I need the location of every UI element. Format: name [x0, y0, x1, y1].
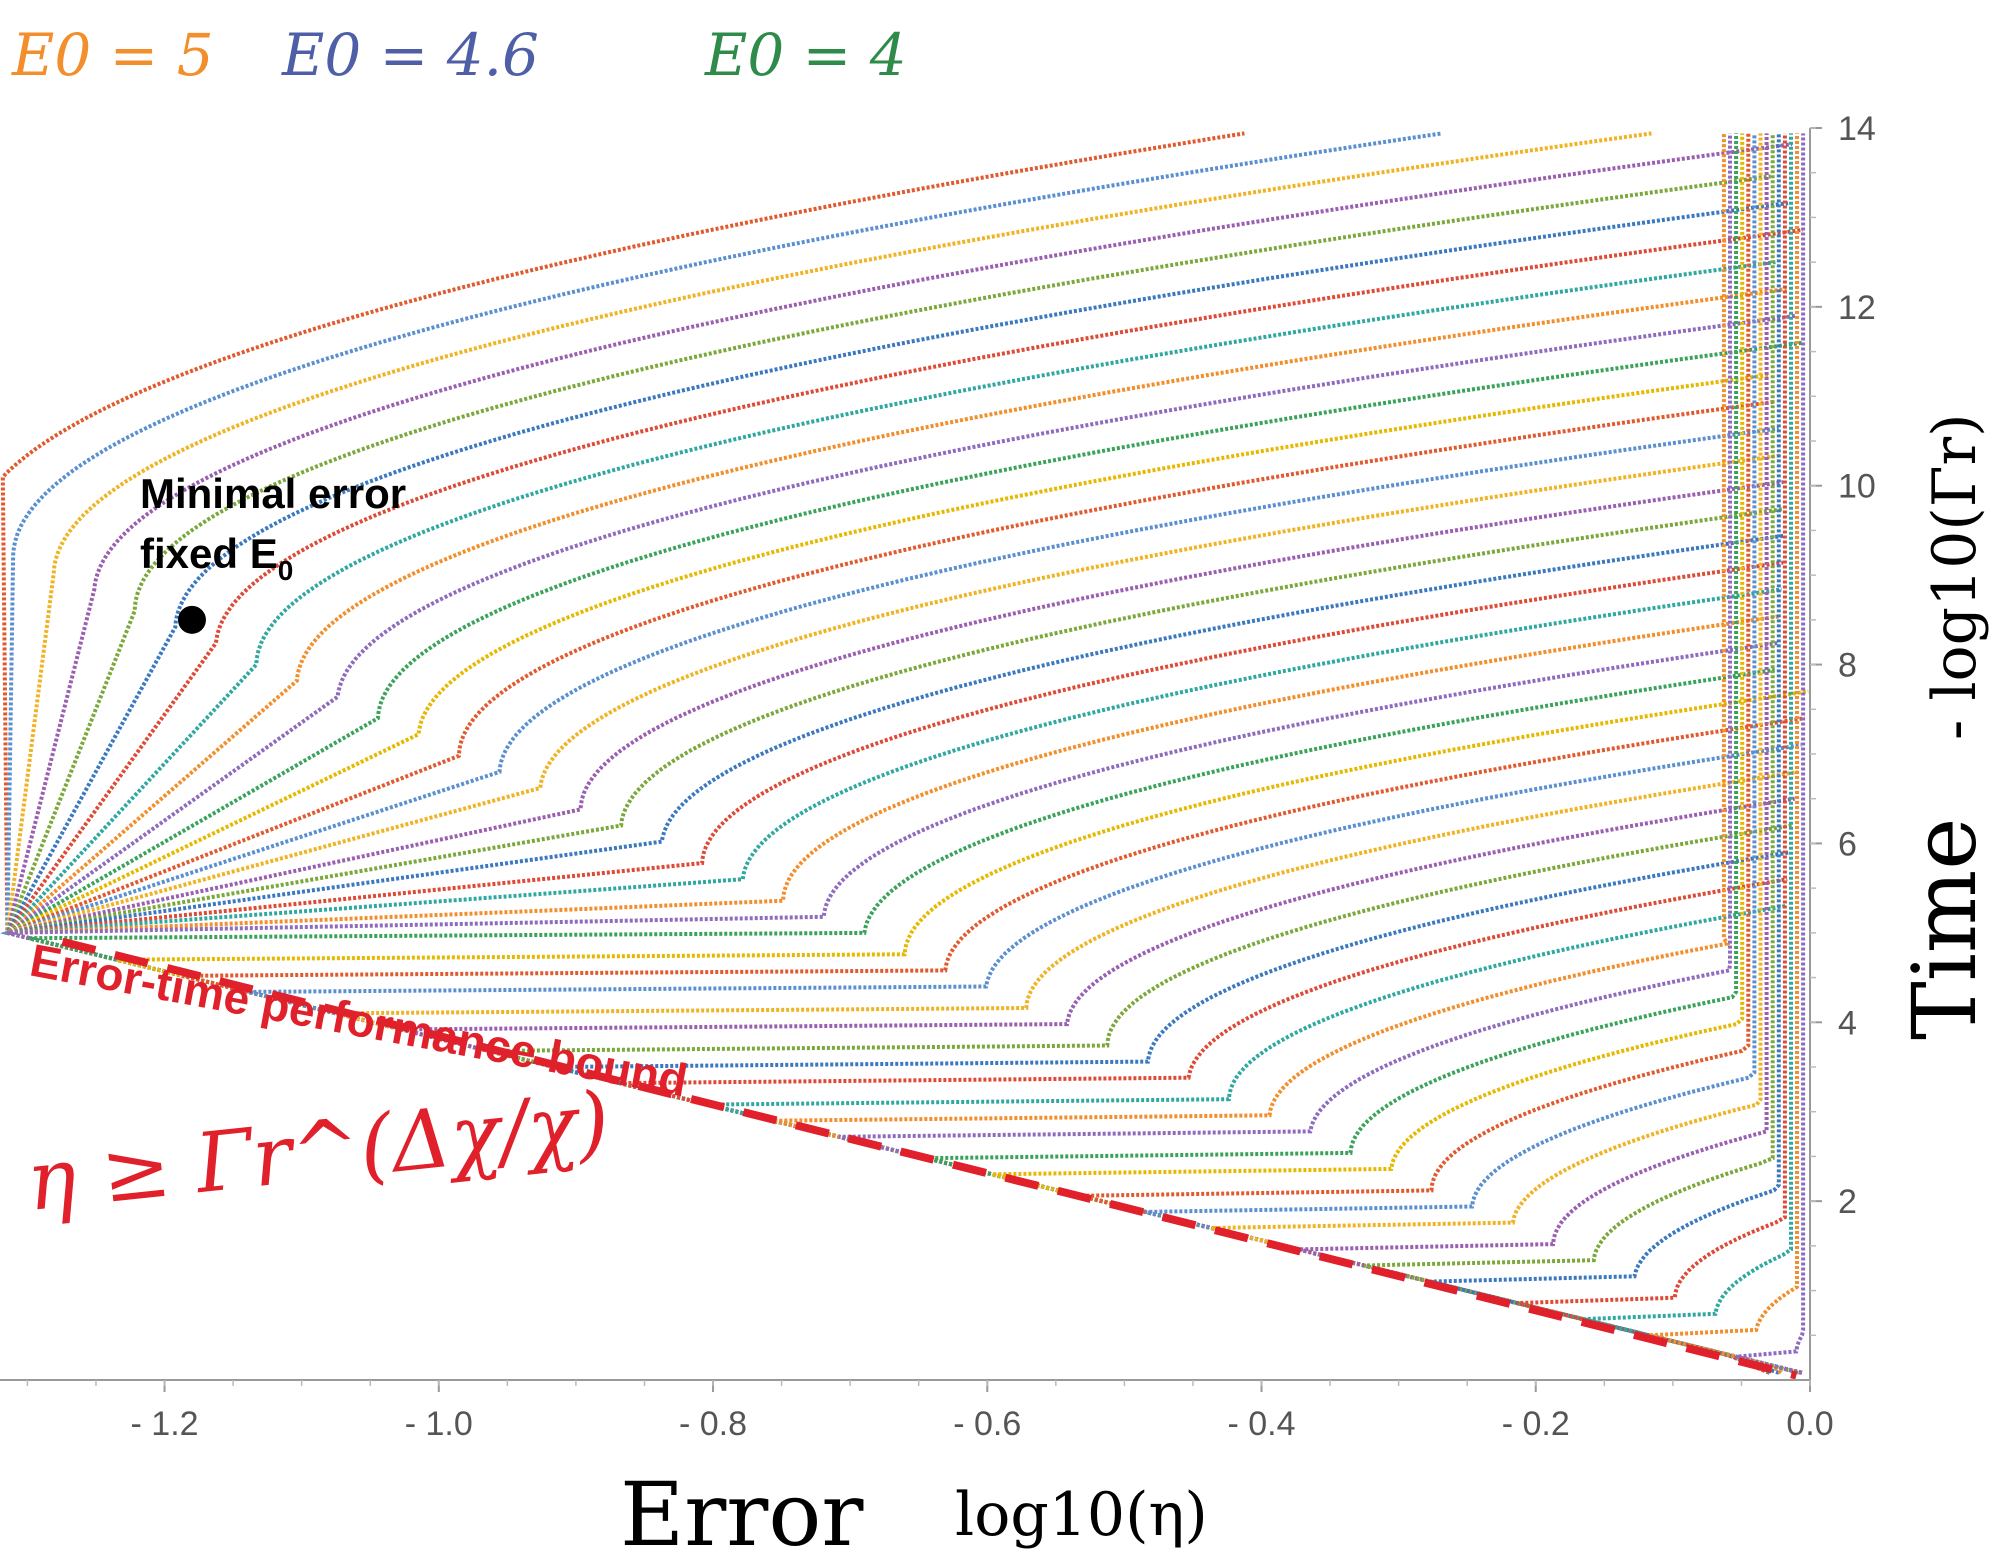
curve-28	[488, 823, 1803, 1375]
curve-8	[3, 287, 1803, 1375]
curve-33	[838, 133, 1803, 1375]
curve-35	[991, 133, 1803, 1375]
x-tick-label: - 0.2	[1502, 1405, 1570, 1443]
y-tick-label: 2	[1838, 1183, 1857, 1221]
performance-bound	[61, 937, 1798, 1380]
curve-10	[2, 340, 1805, 1375]
legend: E0 = 5 E0 = 4.6 E0 = 4	[11, 21, 907, 89]
curve-2	[5, 131, 1803, 1375]
curve-44	[1648, 133, 1799, 1375]
curve-18	[6, 560, 1803, 1375]
y-tick-label: 12	[1838, 289, 1876, 327]
x-ticks: - 1.2 - 1.0 - 0.8 - 0.6 - 0.4 - 0.2 0.0	[26, 1380, 1834, 1443]
curve-40	[1363, 133, 1799, 1375]
x-tick-label: 0.0	[1786, 1405, 1833, 1443]
curve-25	[247, 743, 1803, 1375]
y-ticks: 2 4 6 8 10 12 14	[1810, 110, 1876, 1337]
x-tick-label: - 0.4	[1227, 1405, 1295, 1443]
bound-line	[61, 937, 1798, 1380]
curve-38	[1210, 133, 1803, 1375]
y-tick-label: 10	[1838, 468, 1876, 506]
curve-45	[1735, 133, 1806, 1375]
curve-11	[1, 372, 1803, 1375]
curve-24	[182, 716, 1806, 1375]
curve-36	[1079, 133, 1803, 1375]
minimal-error-label-line2: fixed E0	[140, 530, 293, 586]
curve-32	[772, 133, 1803, 1375]
x-axis-title: Error	[620, 1463, 864, 1553]
minimal-error-point	[177, 605, 206, 634]
x-tick-label: - 1.0	[405, 1405, 473, 1443]
y-tick-label: 8	[1838, 647, 1857, 685]
y-tick-label: 6	[1838, 825, 1857, 863]
curve-12	[0, 399, 1803, 1375]
minimal-error-label-line1: Minimal error	[140, 470, 406, 517]
minimal-error-annotation: Minimal error fixed E0	[140, 470, 406, 634]
x-axis-math: log10(η)	[955, 1480, 1208, 1550]
bound-formula: η ≥ Γr^(Δχ/χ)	[22, 1074, 614, 1230]
curve-43	[1582, 133, 1793, 1375]
curve-41	[1429, 133, 1781, 1375]
curve-42	[1516, 133, 1787, 1375]
curve-14	[6, 453, 1803, 1375]
y-axis-title: Time	[1893, 818, 1996, 1040]
y-tick-label: 14	[1838, 110, 1876, 148]
legend-entry-e0-4-6: E0 = 4.6	[281, 21, 539, 89]
x-tick-label: - 1.2	[131, 1405, 199, 1443]
x-tick-label: - 0.6	[953, 1405, 1021, 1443]
legend-entry-e0-5: E0 = 5	[11, 21, 214, 89]
curve-39	[1298, 133, 1803, 1375]
y-tick-label: 4	[1838, 1004, 1857, 1042]
y-axis-math: - log10(Γr)	[1920, 413, 1990, 740]
axes: - 1.2 - 1.0 - 0.8 - 0.6 - 0.4 - 0.2 0.0 2 4 6 8 10…	[0, 110, 1876, 1443]
curve-3	[4, 142, 1803, 1375]
curve-37	[1144, 133, 1803, 1375]
legend-entry-e0-4: E0 = 4	[704, 21, 907, 89]
x-tick-label: - 0.8	[679, 1405, 747, 1443]
